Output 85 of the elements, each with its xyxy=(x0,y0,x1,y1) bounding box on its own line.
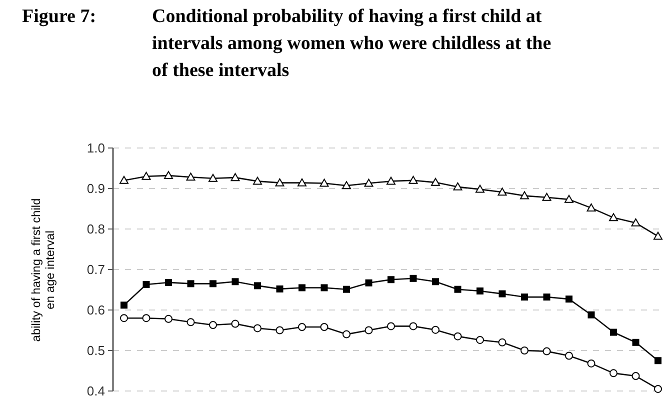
point xyxy=(120,176,128,184)
point xyxy=(231,320,240,328)
point xyxy=(431,178,440,186)
chart-title: Conditional probability of having a first child at intervals among women who were childless at the of these intervals xyxy=(152,6,552,81)
point xyxy=(210,280,216,288)
point xyxy=(320,323,328,332)
point xyxy=(386,176,396,185)
point xyxy=(364,326,373,334)
point xyxy=(320,178,329,187)
point xyxy=(298,323,306,332)
point xyxy=(498,188,507,196)
point xyxy=(476,287,484,294)
point xyxy=(276,285,284,292)
y-tick-label: 0.9 xyxy=(86,181,105,196)
point xyxy=(409,322,418,330)
point xyxy=(164,171,173,180)
point xyxy=(498,290,506,298)
point xyxy=(609,213,618,222)
point xyxy=(120,314,128,322)
point xyxy=(432,278,439,286)
point xyxy=(520,346,528,354)
point xyxy=(520,191,529,200)
point xyxy=(408,176,418,184)
point xyxy=(164,314,172,323)
y-axis-title: ability of having a first child en age interval xyxy=(29,198,57,342)
point xyxy=(610,369,618,378)
y-tick-label: 0.7 xyxy=(86,262,105,278)
point xyxy=(632,372,640,380)
point xyxy=(275,178,284,186)
point xyxy=(654,384,662,393)
point xyxy=(476,336,484,344)
point xyxy=(142,314,150,322)
y-tick-label: 0.8 xyxy=(86,222,105,237)
point xyxy=(276,326,284,334)
point xyxy=(186,172,196,181)
point xyxy=(542,347,551,356)
point xyxy=(254,324,262,332)
point xyxy=(232,278,239,286)
point xyxy=(588,311,595,318)
point xyxy=(453,182,462,190)
y-tick-label: 0.5 xyxy=(86,343,105,358)
point xyxy=(365,279,372,286)
y-tick-label: 1.0 xyxy=(86,140,105,156)
point xyxy=(654,357,662,364)
point xyxy=(388,276,394,284)
point xyxy=(565,352,573,360)
point xyxy=(165,278,172,286)
point xyxy=(410,274,417,282)
point xyxy=(253,176,262,185)
point xyxy=(142,280,150,288)
point xyxy=(254,282,261,290)
point xyxy=(587,359,596,368)
point xyxy=(387,322,395,330)
point xyxy=(298,178,306,186)
point xyxy=(564,194,574,203)
point xyxy=(298,284,306,292)
point xyxy=(454,332,462,340)
point xyxy=(342,181,351,190)
point xyxy=(632,338,640,346)
point xyxy=(566,296,572,303)
point xyxy=(654,232,662,240)
point xyxy=(142,172,151,180)
point xyxy=(631,218,640,226)
caption: Figure 7: xyxy=(22,6,96,27)
point xyxy=(498,338,506,346)
y-tick-label: 0.6 xyxy=(86,302,105,318)
point xyxy=(454,286,462,293)
point xyxy=(186,318,195,326)
point xyxy=(432,326,440,334)
point xyxy=(586,203,596,212)
point xyxy=(120,302,128,309)
point xyxy=(209,320,217,329)
point xyxy=(610,328,617,336)
point xyxy=(543,294,550,301)
point xyxy=(342,330,350,338)
point xyxy=(542,192,552,201)
point xyxy=(364,178,374,187)
point xyxy=(320,284,328,292)
point xyxy=(521,294,528,301)
point xyxy=(476,184,484,193)
point xyxy=(343,286,350,293)
y-tick-label: 0.4 xyxy=(86,384,105,396)
point xyxy=(187,280,194,288)
point xyxy=(208,174,218,182)
point xyxy=(230,173,240,182)
